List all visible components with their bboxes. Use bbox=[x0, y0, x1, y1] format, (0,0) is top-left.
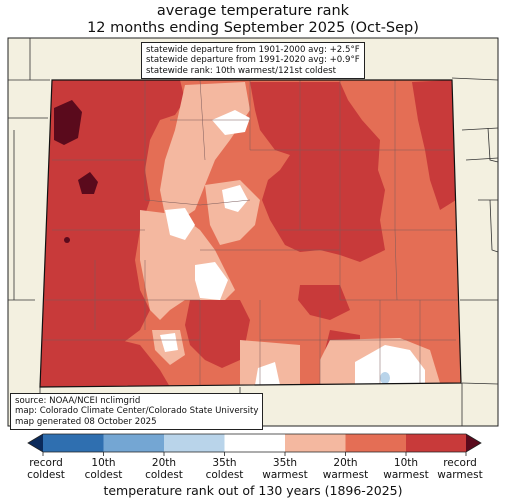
rank-regions bbox=[40, 80, 456, 387]
region-record-warm-nw bbox=[54, 100, 82, 145]
stats-line-2: statewide departure from 1991-2020 avg: … bbox=[146, 55, 360, 66]
title-line-1: average temperature rank bbox=[156, 3, 350, 19]
region-white-sw bbox=[160, 333, 178, 352]
source-line-2: map: Colorado Climate Center/Colorado St… bbox=[15, 406, 259, 417]
colorbar-10th-warmest bbox=[406, 434, 466, 452]
stats-line-1: statewide departure from 1901-2000 avg: … bbox=[146, 45, 360, 55]
region-blue-spot bbox=[380, 372, 390, 384]
legend-title: temperature rank out of 130 years (1896-… bbox=[103, 483, 403, 498]
colorbar-35th-warmest bbox=[285, 434, 346, 452]
neighbor-state-lines bbox=[8, 38, 499, 426]
source-line-3: map generated 08 October 2025 bbox=[15, 416, 157, 427]
region-white-3 bbox=[222, 185, 248, 212]
region-nw-warm bbox=[40, 80, 185, 387]
colorbar bbox=[27, 433, 482, 456]
colorado-border bbox=[39, 79, 462, 388]
region-white-2 bbox=[195, 262, 228, 300]
region-sw-warm bbox=[40, 330, 170, 387]
legend-label-35th-coldest: 35th coldest bbox=[205, 457, 244, 481]
county-lines bbox=[43, 80, 458, 387]
region-south-light bbox=[240, 340, 300, 387]
legend-label-20th-warmest: 20th warmest bbox=[322, 457, 369, 481]
colorbar-35th-coldest bbox=[164, 434, 225, 452]
stats-line-3: statewide rank: 10th warmest/121st colde… bbox=[146, 65, 337, 76]
statewide-stats-box: statewide departure from 1901-2000 avg: … bbox=[141, 42, 365, 80]
legend-label-record-warmest: record warmest bbox=[437, 457, 483, 481]
region-white-1 bbox=[165, 208, 195, 240]
colorbar-10th-coldest bbox=[43, 434, 104, 452]
legend-label-35th-warmest: 35th warmest bbox=[262, 457, 308, 481]
colorbar-20th-warmest bbox=[345, 434, 406, 452]
region-front-range-light bbox=[205, 180, 260, 245]
colorbar-near-normal bbox=[224, 434, 285, 452]
region-south-warm bbox=[298, 285, 350, 320]
region-south-central-warm bbox=[185, 300, 250, 368]
region-record-warm-3 bbox=[64, 237, 70, 243]
region-white-se bbox=[355, 345, 425, 385]
region-white-4 bbox=[212, 110, 250, 135]
source-line-1: source: NOAA/NCEI nclimgrid bbox=[15, 396, 141, 406]
region-far-ne-warm bbox=[412, 80, 456, 210]
colorbar-record-warmest bbox=[466, 434, 481, 452]
colorbar-20th-coldest bbox=[103, 434, 164, 452]
region-white-south bbox=[255, 362, 280, 385]
legend-label-10th-coldest: 10th coldest bbox=[84, 457, 123, 481]
region-record-warm-2 bbox=[78, 172, 98, 194]
legend-label-20th-coldest: 20th coldest bbox=[145, 457, 183, 481]
source-box: source: NOAA/NCEI nclimgrid map: Colorad… bbox=[10, 393, 264, 431]
legend-label-record-coldest: record coldest bbox=[27, 457, 65, 481]
region-ne-warm bbox=[250, 82, 385, 262]
legend-label-10th-warmest: 10th warmest bbox=[383, 457, 429, 481]
title-line-2: 12 months ending September 2025 (Oct-Sep… bbox=[87, 20, 419, 36]
colorbar-record-coldest bbox=[28, 434, 43, 452]
